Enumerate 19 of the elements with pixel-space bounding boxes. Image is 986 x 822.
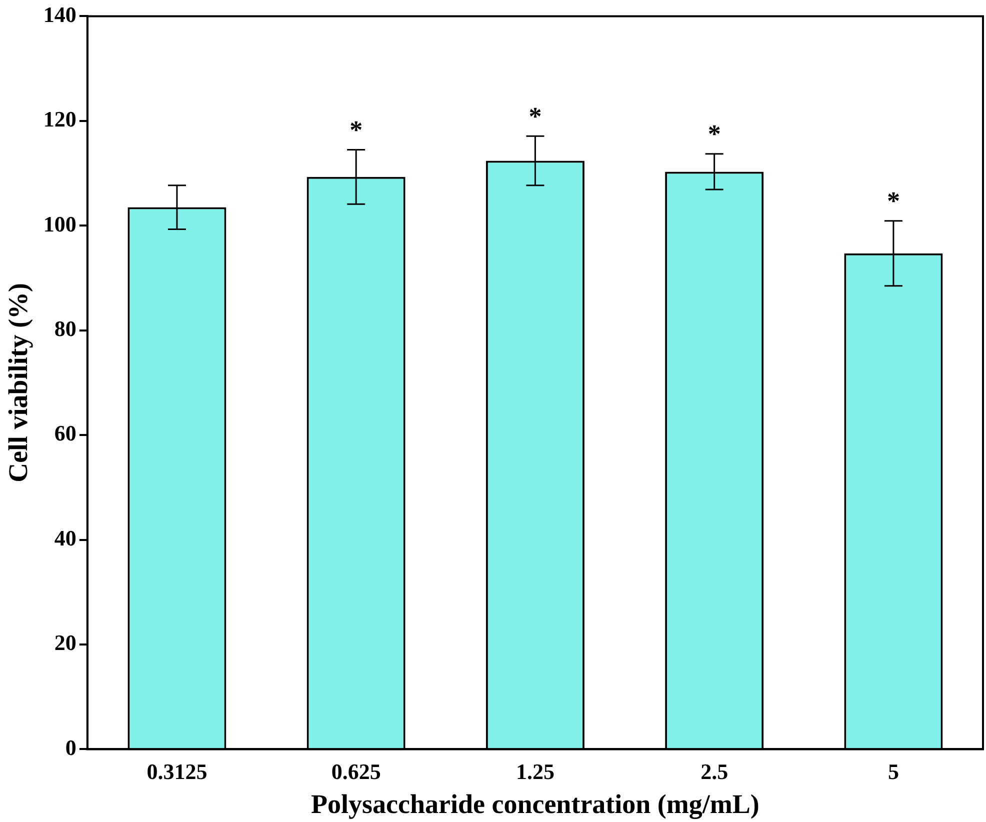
y-tick-label: 120 bbox=[43, 106, 76, 132]
y-tick-label: 20 bbox=[54, 630, 76, 656]
y-tick-label: 60 bbox=[54, 420, 76, 446]
x-tick-label: 0.3125 bbox=[146, 759, 208, 784]
annotation: * bbox=[350, 115, 363, 144]
x-tick-label: 1.25 bbox=[516, 759, 554, 784]
y-tick-label: 0 bbox=[65, 734, 76, 760]
x-tick-label: 2.5 bbox=[700, 759, 728, 784]
y-axis-title: Cell viability (%) bbox=[3, 282, 34, 482]
x-tick-label: 0.625 bbox=[331, 759, 381, 784]
y-tick-label: 140 bbox=[43, 2, 76, 27]
y-tick-label: 80 bbox=[54, 316, 76, 342]
annotation: * bbox=[708, 120, 721, 149]
annotation: * bbox=[886, 186, 900, 216]
x-tick-label: 5 bbox=[888, 759, 899, 784]
y-tick-label: 100 bbox=[43, 211, 76, 236]
y-tick-label: 40 bbox=[54, 525, 76, 550]
x-axis-title: Polysaccharide concentration (mg/mL) bbox=[310, 788, 760, 819]
annotation: * bbox=[528, 102, 542, 131]
